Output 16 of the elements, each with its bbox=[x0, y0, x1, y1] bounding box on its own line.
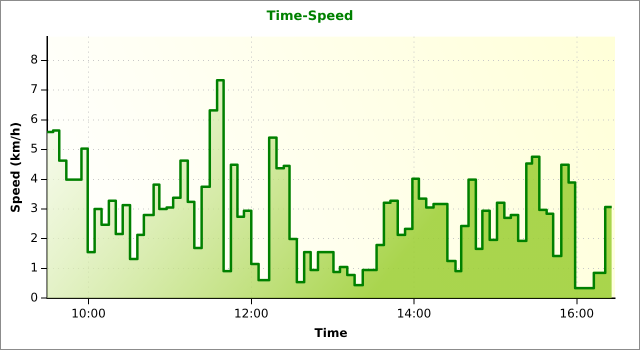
y-tick-label: 2 bbox=[30, 230, 38, 245]
y-tick-label: 8 bbox=[30, 52, 38, 67]
x-tick-label: 12:00 bbox=[234, 306, 269, 321]
x-tick-label: 16:00 bbox=[559, 306, 594, 321]
y-axis-title: Speed (km/h) bbox=[8, 122, 22, 213]
y-tick-label: 5 bbox=[30, 142, 38, 156]
y-tick-label: 1 bbox=[30, 260, 38, 275]
chart-title: Time-Speed bbox=[266, 9, 354, 24]
y-tick-label: 3 bbox=[30, 201, 38, 216]
y-tick-label: 6 bbox=[30, 112, 38, 126]
y-tick-label: 7 bbox=[30, 82, 38, 96]
x-axis-title: Time bbox=[314, 326, 348, 340]
y-tick-label: 4 bbox=[30, 171, 38, 186]
y-tick-label: 0 bbox=[30, 290, 38, 304]
x-tick-label: 10:00 bbox=[71, 306, 106, 321]
x-tick-label: 14:00 bbox=[396, 306, 432, 321]
